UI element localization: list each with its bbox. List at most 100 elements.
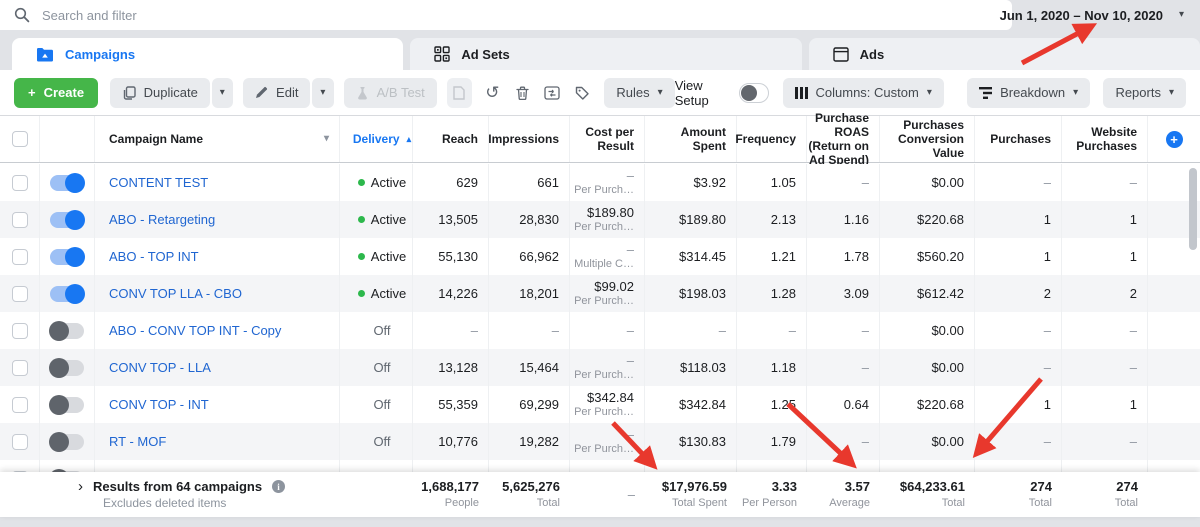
row-checkbox[interactable]	[12, 175, 28, 191]
delete-button[interactable]	[510, 78, 535, 108]
campaign-toggle[interactable]	[50, 323, 84, 339]
header-frequency[interactable]: Frequency	[737, 116, 807, 162]
cost-per-result-value: –	[627, 427, 634, 442]
delivery-status: Active	[340, 275, 413, 312]
chevron-down-icon[interactable]: ▾	[324, 132, 329, 146]
website-purchases-value: –	[1130, 434, 1137, 449]
reach-value: 629	[456, 175, 478, 190]
delivery-status: Active	[340, 201, 413, 238]
active-status-dot	[358, 179, 365, 186]
edit-dropdown-button[interactable]: ▾	[312, 78, 334, 108]
level-tabs: Campaigns Ad Sets Ads	[12, 38, 1200, 70]
purchases-value: –	[1044, 175, 1051, 190]
header-purchases-conversion-value[interactable]: Purchases Conversion Value	[880, 116, 975, 162]
search-icon	[14, 7, 30, 23]
impressions-value: 18,201	[519, 286, 559, 301]
edit-button-label: Edit	[276, 85, 298, 100]
cost-per-result-sublabel: Multiple C…	[574, 258, 634, 271]
campaign-name-link[interactable]: CONTENT TEST	[109, 175, 339, 190]
purchase-roas-value: 3.09	[844, 286, 869, 301]
ab-test-button[interactable]: A/B Test	[344, 78, 437, 108]
campaign-name-link[interactable]: CONV TOP - LLA	[109, 360, 339, 375]
expand-results-chevron-icon[interactable]: ›	[78, 479, 83, 494]
campaign-toggle[interactable]	[50, 249, 84, 265]
campaign-toggle[interactable]	[50, 286, 84, 302]
header-purchases[interactable]: Purchases	[975, 116, 1062, 162]
results-summary-subtitle: Excludes deleted items	[78, 496, 413, 510]
row-checkbox[interactable]	[12, 323, 28, 339]
tab-ads[interactable]: Ads	[809, 38, 1200, 70]
conversion-value: $612.42	[917, 286, 964, 301]
tab-ad-sets[interactable]: Ad Sets	[410, 38, 801, 70]
undo-button[interactable]: ↺	[480, 78, 505, 108]
breakdown-button[interactable]: Breakdown ▾	[967, 78, 1090, 108]
row-checkbox[interactable]	[12, 212, 28, 228]
toggle-knob	[49, 432, 69, 452]
reports-button[interactable]: Reports ▾	[1103, 78, 1186, 108]
campaign-name-link[interactable]: ABO - CONV TOP INT - Copy	[109, 323, 339, 338]
campaign-name-link[interactable]: ABO - Retargeting	[109, 212, 339, 227]
create-button[interactable]: + Create	[14, 78, 98, 108]
add-column-button[interactable]: +	[1166, 131, 1183, 148]
export-button[interactable]	[540, 78, 565, 108]
reach-value: 55,130	[438, 249, 478, 264]
date-range-selector[interactable]: Jun 1, 2020 – Nov 10, 2020 ▾	[984, 0, 1200, 30]
ads-window-icon	[833, 47, 849, 62]
cost-per-result-sublabel: Per Purch…	[574, 443, 634, 456]
chevron-down-icon: ▾	[658, 88, 663, 98]
header-campaign-name[interactable]: Campaign Name ▾	[95, 116, 340, 162]
header-reach[interactable]: Reach	[413, 116, 489, 162]
row-checkbox[interactable]	[12, 286, 28, 302]
rules-button[interactable]: Rules ▾	[604, 78, 674, 108]
campaign-name-link[interactable]: CONV TOP - INT	[109, 397, 339, 412]
campaign-name-link[interactable]: ABO - TOP INT	[109, 249, 339, 264]
campaign-toggle[interactable]	[50, 434, 84, 450]
columns-button[interactable]: Columns: Custom ▾	[783, 78, 944, 108]
header-website-purchases[interactable]: Website Purchases	[1062, 116, 1148, 162]
campaign-name-link[interactable]: CONV TOP LLA - CBO	[109, 286, 339, 301]
frequency-value: 1.25	[771, 397, 796, 412]
vertical-scrollbar[interactable]	[1189, 168, 1197, 250]
ab-test-button-label: A/B Test	[377, 85, 425, 100]
total-website-purchases: 274Total	[1062, 472, 1148, 517]
select-all-checkbox[interactable]	[12, 131, 28, 147]
edit-button[interactable]: Edit	[243, 78, 310, 108]
campaign-toggle[interactable]	[50, 175, 84, 191]
chevron-down-icon: ▾	[1169, 88, 1174, 98]
preview-button[interactable]	[447, 78, 472, 108]
row-checkbox[interactable]	[12, 249, 28, 265]
tag-button[interactable]	[570, 78, 595, 108]
campaign-name-link[interactable]: RT - MOF	[109, 434, 339, 449]
purchase-roas-value: –	[862, 360, 869, 375]
campaign-toggle[interactable]	[50, 360, 84, 376]
table-row: ABO - Retargeting Active 13,505 28,830 $…	[0, 201, 1200, 238]
campaign-toggle[interactable]	[50, 397, 84, 413]
header-cost-per-result[interactable]: Cost per Result	[570, 116, 645, 162]
header-amount-spent[interactable]: Amount Spent	[645, 116, 737, 162]
delivery-status: Active	[340, 238, 413, 275]
header-impressions[interactable]: Impressions	[489, 116, 570, 162]
columns-icon	[795, 87, 808, 99]
cost-per-result-value: –	[627, 323, 634, 338]
row-checkbox[interactable]	[12, 360, 28, 376]
header-purchase-roas[interactable]: Purchase ROAS (Return on Ad Spend)	[807, 116, 880, 162]
columns-button-label: Columns: Custom	[816, 85, 919, 100]
amount-spent-value: $342.84	[679, 397, 726, 412]
view-setup-toggle[interactable]	[739, 83, 769, 103]
duplicate-button[interactable]: Duplicate	[110, 78, 210, 108]
row-checkbox[interactable]	[12, 397, 28, 413]
header-delivery[interactable]: Delivery ▴	[340, 116, 413, 162]
duplicate-dropdown-button[interactable]: ▾	[212, 78, 234, 108]
frequency-value: 1.79	[771, 434, 796, 449]
impressions-value: 661	[537, 175, 559, 190]
tab-campaigns[interactable]: Campaigns	[12, 38, 403, 70]
campaign-toggle[interactable]	[50, 212, 84, 228]
row-checkbox[interactable]	[12, 434, 28, 450]
conversion-value: $0.00	[931, 175, 964, 190]
info-icon[interactable]: i	[272, 480, 285, 493]
conversion-value: $0.00	[931, 323, 964, 338]
search-bar[interactable]: Search and filter	[0, 0, 1012, 30]
website-purchases-value: 1	[1130, 212, 1137, 227]
undo-icon: ↺	[485, 84, 499, 101]
amount-spent-value: –	[719, 323, 726, 338]
